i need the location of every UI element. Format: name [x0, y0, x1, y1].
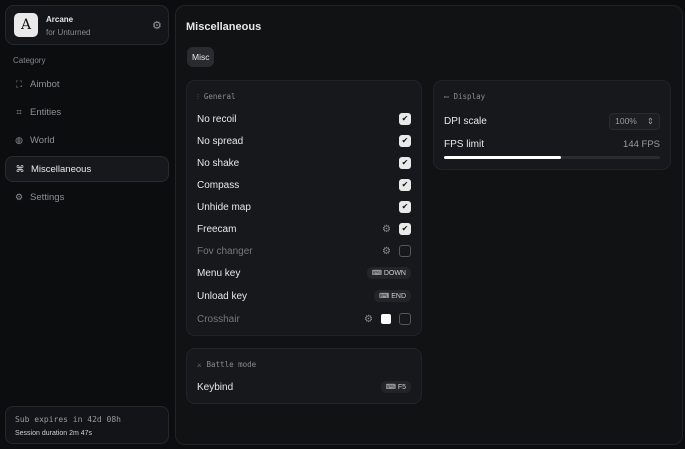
setting-row: Freecam ⚙ ✔: [197, 220, 411, 238]
gear-icon[interactable]: ⚙: [382, 245, 391, 257]
checkbox[interactable]: ✔: [399, 157, 411, 169]
checkbox[interactable]: ✔: [399, 201, 411, 213]
checkbox[interactable]: ✔: [399, 113, 411, 125]
chevron-updown-icon: ⇕: [646, 115, 654, 126]
battle-header: ⚔ Battle mode: [197, 360, 256, 369]
checkbox[interactable]: ✔: [399, 179, 411, 191]
battle-card: ⚔ Battle mode Keybind ⌨ F5: [186, 348, 422, 404]
app-subtitle: for Unturned: [46, 28, 91, 37]
fps-label: FPS limit: [444, 138, 484, 150]
setting-label: Unhide map: [197, 201, 251, 213]
setting-label: Crosshair: [197, 313, 240, 325]
key-label: F5: [397, 384, 406, 391]
sidebar-item-label: Settings: [30, 191, 65, 203]
sidebar-item-aimbot[interactable]: ⛶ Aimbot: [5, 71, 169, 97]
section-title: Display: [453, 92, 486, 101]
keybind-button[interactable]: ⌨ F5: [380, 381, 411, 393]
tab-misc[interactable]: Misc: [187, 47, 215, 67]
battle-icon: ⚔: [197, 360, 202, 369]
section-title: General: [203, 92, 236, 101]
color-swatch[interactable]: [381, 314, 391, 324]
key-label: DOWN: [383, 270, 406, 277]
setting-label: Unload key: [197, 290, 248, 302]
checkbox[interactable]: [399, 245, 411, 257]
setting-label: No spread: [197, 135, 244, 147]
session-duration: Session duration 2m 47s: [15, 430, 93, 437]
dpi-label: DPI scale: [444, 115, 487, 127]
display-card: ▭ Display DPI scale 100% ⇕ FPS limit 144 F…: [433, 80, 671, 170]
dpi-value: 100%: [615, 115, 637, 126]
key-label: END: [391, 293, 406, 300]
setting-row: Crosshair ⚙: [197, 310, 411, 328]
grid-icon: ⌘: [15, 163, 25, 174]
category-label: Category: [13, 56, 46, 65]
dpi-row: DPI scale 100% ⇕: [444, 112, 660, 130]
keybind-button[interactable]: ⌨ END: [374, 290, 411, 302]
fps-slider-fill: [444, 156, 561, 159]
setting-row: No recoil ✔: [197, 110, 411, 128]
sidebar-item-label: World: [30, 134, 55, 146]
setting-label: Menu key: [197, 267, 241, 279]
monitor-icon: ▭: [444, 92, 449, 101]
display-header: ▭ Display: [444, 92, 485, 101]
setting-row: Unload key ⌨ END: [197, 287, 411, 305]
sidebar-item-miscellaneous[interactable]: ⌘ Miscellaneous: [5, 156, 169, 182]
subscription-card: Sub expires in 42d 08h Session duration …: [5, 406, 169, 444]
setting-row: Fov changer ⚙: [197, 242, 411, 260]
sidebar-item-label: Aimbot: [30, 78, 60, 90]
app-name: Arcane: [46, 15, 74, 24]
dpi-select[interactable]: 100% ⇕: [609, 112, 660, 130]
setting-label: Freecam: [197, 223, 237, 235]
sub-expiry: Sub expires in 42d 08h: [15, 415, 121, 424]
settings-icon[interactable]: ⚙: [152, 20, 162, 32]
keybind-button[interactable]: ⌨ DOWN: [366, 267, 411, 279]
general-header: ⫶ General: [197, 92, 235, 102]
sidebar-item-world[interactable]: ◍ World: [5, 127, 169, 153]
scan-icon: ⌗: [16, 106, 22, 117]
setting-row: Menu key ⌨ DOWN: [197, 264, 411, 282]
setting-row: Compass ✔: [197, 176, 411, 194]
setting-label: Compass: [197, 179, 240, 191]
app-logo: A: [14, 13, 38, 37]
sidebar-item-settings[interactable]: ⚙ Settings: [5, 184, 169, 210]
fps-slider[interactable]: [444, 156, 660, 159]
keybind-row: Keybind ⌨ F5: [197, 378, 411, 396]
main-panel: Miscellaneous Misc ⫶ General No recoil ✔ No…: [175, 5, 683, 445]
gear-icon: ⚙: [14, 191, 24, 202]
sidebar-item-entities[interactable]: ⌗ Entities: [5, 99, 169, 125]
general-card: ⫶ General No recoil ✔ No spread ✔ No shake ✔ Co…: [186, 80, 422, 336]
globe-icon: ◍: [15, 134, 23, 145]
setting-row: No spread ✔: [197, 132, 411, 150]
checkbox[interactable]: ✔: [399, 135, 411, 147]
setting-label: Fov changer: [197, 245, 253, 257]
crosshair-icon: ⛶: [15, 78, 23, 89]
setting-label: No recoil: [197, 113, 237, 125]
checkbox[interactable]: [399, 313, 411, 325]
keybind-label: Keybind: [197, 381, 234, 393]
gear-icon[interactable]: ⚙: [382, 223, 391, 235]
fps-row: FPS limit 144 FPS: [444, 135, 660, 153]
section-title: Battle mode: [206, 360, 257, 369]
sliders-icon: ⫶: [197, 92, 199, 101]
checkbox[interactable]: ✔: [399, 223, 411, 235]
gear-icon[interactable]: ⚙: [364, 313, 373, 325]
sidebar-item-label: Entities: [30, 106, 62, 118]
brand-card: A Arcane for Unturned ⚙: [5, 5, 169, 45]
setting-row: Unhide map ✔: [197, 198, 411, 216]
sidebar-item-label: Miscellaneous: [31, 163, 92, 175]
fps-value: 144 FPS: [623, 138, 660, 150]
setting-row: No shake ✔: [197, 154, 411, 172]
setting-label: No shake: [197, 157, 240, 169]
page-title: Miscellaneous: [186, 21, 262, 33]
